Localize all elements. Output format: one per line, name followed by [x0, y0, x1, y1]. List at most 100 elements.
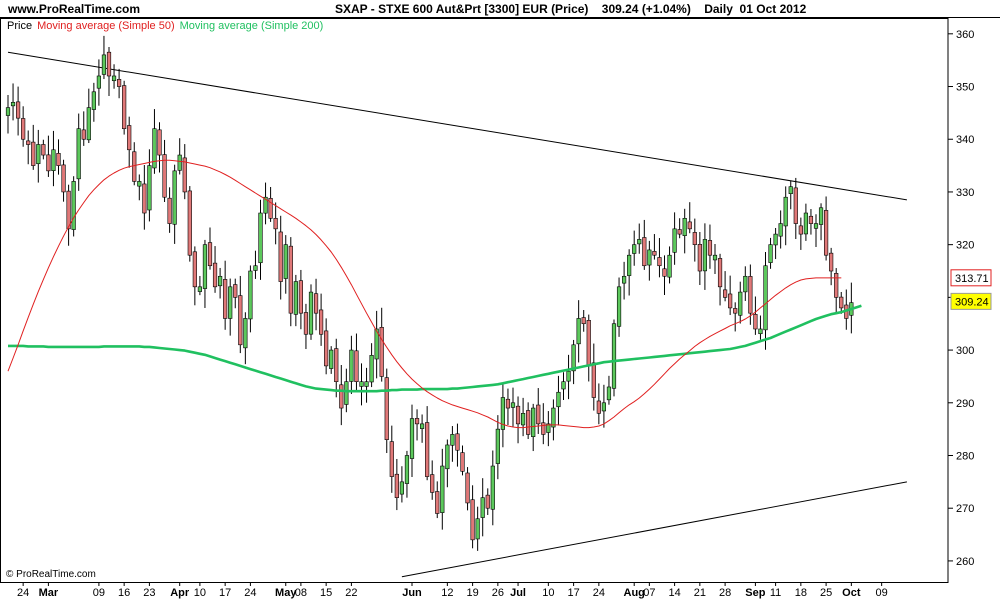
candle[interactable] — [207, 227, 213, 270]
candle[interactable] — [31, 124, 36, 170]
candle[interactable] — [632, 230, 637, 266]
candle[interactable] — [642, 219, 647, 270]
candle[interactable] — [430, 460, 435, 500]
candle[interactable] — [738, 281, 743, 324]
candle[interactable] — [722, 271, 728, 302]
candle[interactable] — [834, 268, 839, 314]
candle[interactable] — [566, 354, 571, 400]
candle[interactable] — [369, 343, 374, 388]
candle[interactable] — [233, 278, 238, 309]
price-chart[interactable]: 260270280290300310320330340350360313.713… — [0, 18, 1000, 600]
candle[interactable] — [490, 450, 495, 526]
candle[interactable] — [258, 199, 263, 280]
candle[interactable] — [541, 403, 546, 445]
candle[interactable] — [197, 275, 203, 296]
candle[interactable] — [758, 315, 763, 340]
candle[interactable] — [51, 130, 56, 187]
candle[interactable] — [662, 255, 667, 295]
candle[interactable] — [712, 244, 718, 275]
candle[interactable] — [308, 284, 314, 340]
candle[interactable] — [101, 35, 107, 80]
candle[interactable] — [586, 314, 591, 382]
candle[interactable] — [470, 485, 475, 549]
candle[interactable] — [329, 346, 334, 374]
candle[interactable] — [813, 214, 819, 248]
candle[interactable] — [551, 399, 556, 441]
candle[interactable] — [717, 253, 723, 306]
candle[interactable] — [743, 266, 748, 301]
candle[interactable] — [485, 488, 490, 515]
candle[interactable] — [324, 318, 329, 375]
candle[interactable] — [581, 310, 586, 332]
candle[interactable] — [707, 224, 713, 269]
candle[interactable] — [495, 415, 500, 480]
candle[interactable] — [56, 139, 61, 175]
candle[interactable] — [621, 261, 627, 300]
candle[interactable] — [66, 184, 71, 246]
candle[interactable] — [687, 202, 692, 234]
candle[interactable] — [248, 265, 253, 333]
candle[interactable] — [152, 109, 157, 174]
candle[interactable] — [733, 302, 738, 332]
candle[interactable] — [672, 212, 677, 265]
candle[interactable] — [515, 396, 521, 444]
candle[interactable] — [202, 239, 208, 308]
candle[interactable] — [127, 116, 132, 168]
candle[interactable] — [536, 388, 541, 434]
candle[interactable] — [192, 246, 197, 306]
candle[interactable] — [162, 139, 167, 203]
candle[interactable] — [520, 397, 526, 437]
candle[interactable] — [425, 406, 430, 481]
candle[interactable] — [253, 250, 258, 279]
candle[interactable] — [510, 387, 516, 427]
candle[interactable] — [455, 423, 460, 467]
candle[interactable] — [288, 237, 293, 327]
candle[interactable] — [546, 411, 551, 447]
candle[interactable] — [500, 382, 506, 448]
candle[interactable] — [334, 338, 339, 398]
candle[interactable] — [414, 409, 420, 441]
candle[interactable] — [339, 364, 344, 426]
candle[interactable] — [505, 388, 511, 426]
candle[interactable] — [238, 275, 243, 354]
candle[interactable] — [122, 80, 127, 135]
candle[interactable] — [111, 64, 117, 89]
candle[interactable] — [445, 439, 450, 488]
candle[interactable] — [167, 187, 172, 233]
candle[interactable] — [667, 246, 672, 284]
candle[interactable] — [86, 88, 91, 144]
candle[interactable] — [839, 291, 844, 314]
candle[interactable] — [10, 83, 16, 121]
candle[interactable] — [606, 375, 612, 405]
candle[interactable] — [526, 402, 531, 440]
candle[interactable] — [15, 86, 21, 136]
candle[interactable] — [657, 238, 662, 278]
candle[interactable] — [465, 467, 470, 511]
candle[interactable] — [728, 275, 733, 316]
candle[interactable] — [627, 249, 632, 296]
candle[interactable] — [748, 264, 753, 325]
candle[interactable] — [106, 47, 112, 96]
candle[interactable] — [616, 277, 622, 337]
candle[interactable] — [450, 426, 455, 462]
candle[interactable] — [571, 339, 576, 385]
candle[interactable] — [223, 260, 228, 330]
candle[interactable] — [763, 252, 768, 350]
candle[interactable] — [768, 237, 773, 269]
candle[interactable] — [212, 246, 218, 293]
candle[interactable] — [435, 481, 440, 519]
candle[interactable] — [798, 217, 803, 250]
candle[interactable] — [419, 414, 425, 443]
candle[interactable] — [71, 176, 76, 237]
candle[interactable] — [228, 278, 233, 336]
candle[interactable] — [596, 383, 601, 425]
candle[interactable] — [182, 144, 187, 200]
candle[interactable] — [409, 404, 415, 478]
candle[interactable] — [132, 142, 137, 186]
candle[interactable] — [697, 232, 702, 286]
candle[interactable] — [218, 267, 223, 299]
candle[interactable] — [788, 180, 793, 210]
candle[interactable] — [187, 186, 192, 262]
candle[interactable] — [823, 196, 829, 261]
candle[interactable] — [36, 129, 41, 183]
